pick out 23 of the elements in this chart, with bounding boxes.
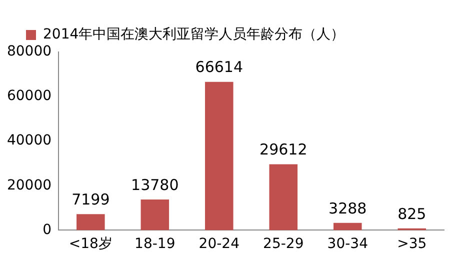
- data-label: 29612: [260, 140, 308, 159]
- y-tick-label: 80000: [6, 44, 52, 60]
- bar: [205, 82, 234, 230]
- x-tick-label: 25-29: [263, 236, 304, 252]
- x-tick-label: 18-19: [134, 236, 176, 252]
- y-tick-label: 60000: [6, 88, 52, 104]
- bar: [269, 164, 298, 230]
- x-tick-label: <18岁: [68, 236, 112, 252]
- y-tick-label: 40000: [6, 132, 52, 149]
- data-label: 66614: [195, 58, 244, 76]
- y-tick-label: 20000: [6, 177, 52, 194]
- data-label: 7199: [72, 190, 110, 209]
- bar: [334, 222, 362, 230]
- bar: [76, 214, 105, 230]
- data-label: 13780: [131, 176, 179, 194]
- y-tick-label: 0: [42, 222, 52, 238]
- legend-label: 2014年中国在澳大利亚留学人员年龄分布（人）: [43, 26, 345, 43]
- x-tick-label: >35: [397, 236, 427, 252]
- bar: [140, 200, 170, 230]
- x-tick-label: 20-24: [198, 236, 240, 252]
- data-label: 825: [398, 204, 426, 223]
- data-label: 3288: [328, 199, 367, 218]
- x-tick-label: 30-34: [327, 236, 368, 252]
